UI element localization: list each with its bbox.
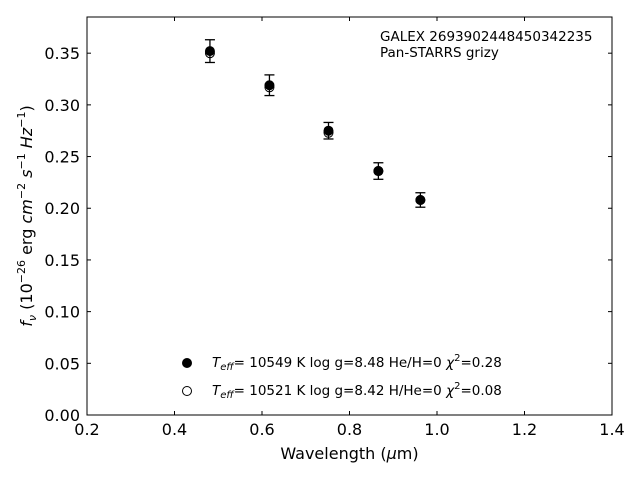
legend: Teff= 10549 K log g=8.48 He/H=0 χ2=0.28 …: [182, 353, 502, 401]
y-tick-label: 0.30: [44, 96, 80, 115]
data-point-filled: [415, 194, 426, 205]
legend-entry-1: Teff= 10549 K log g=8.48 He/H=0 χ2=0.28: [212, 353, 502, 373]
x-axis-ticks: 0.2 0.4 0.6 0.8 1.0 1.2 1.4: [74, 17, 625, 439]
legend-marker-open: [182, 386, 192, 396]
x-tick-label: 0.8: [337, 420, 362, 439]
y-axis-label: fν (10−26 erg cm−2 s−1 Hz−1): [15, 105, 39, 326]
data-point-filled: [204, 46, 215, 57]
x-tick-label: 0.6: [249, 420, 274, 439]
x-tick-label: 1.0: [424, 420, 449, 439]
x-tick-label: 0.4: [162, 420, 187, 439]
y-tick-label: 0.10: [44, 303, 80, 322]
legend-entry-2: Teff= 10521 K log g=8.42 H/He=0 χ2=0.08: [212, 381, 502, 401]
y-tick-label: 0.00: [44, 406, 80, 425]
data-point-filled: [373, 166, 384, 177]
y-tick-label: 0.25: [44, 148, 80, 167]
x-tick-label: 1.2: [512, 420, 537, 439]
y-tick-label: 0.15: [44, 251, 80, 270]
data-series: [204, 39, 426, 208]
y-tick-label: 0.05: [44, 354, 80, 373]
legend-marker-filled: [182, 358, 192, 368]
x-tick-label: 0.2: [74, 420, 99, 439]
annotation-object-name: GALEX 2693902448450342235: [380, 29, 592, 45]
y-axis-ticks: 0.00 0.05 0.10 0.15 0.20 0.25 0.30 0.35: [44, 44, 612, 425]
data-point-filled: [323, 125, 334, 136]
annotation-survey: Pan-STARRS grizy: [380, 45, 499, 61]
y-tick-label: 0.20: [44, 199, 80, 218]
x-tick-label: 1.4: [599, 420, 624, 439]
y-tick-label: 0.35: [44, 44, 80, 63]
data-point-filled: [264, 80, 275, 91]
x-axis-label: Wavelength (μm): [280, 444, 418, 463]
